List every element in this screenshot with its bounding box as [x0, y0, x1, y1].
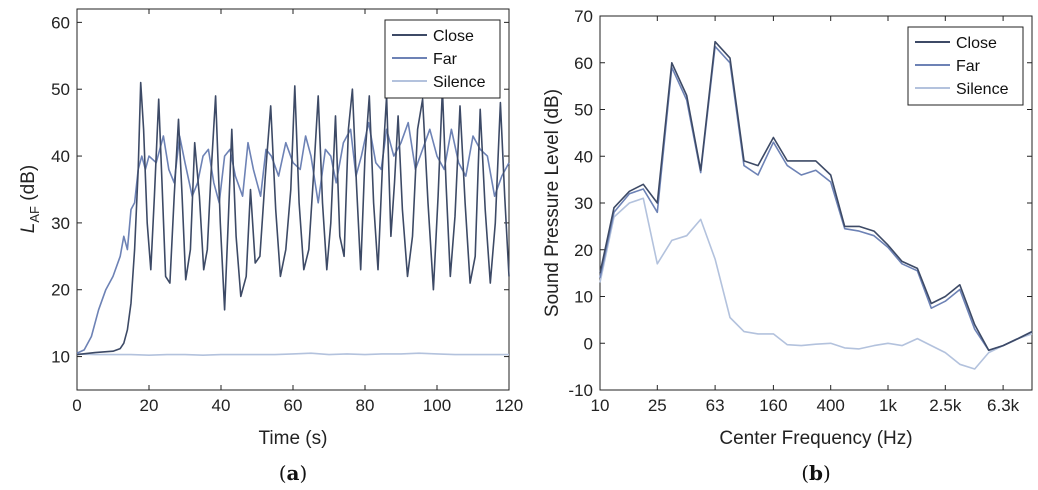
axis-ticks-a: 0 20 40 60 80 100 120 10 20 30 40 50 60: [51, 9, 523, 415]
x-tick-label: 63: [706, 396, 725, 415]
y-tick-label: 20: [51, 281, 70, 300]
x-tick-label: 6.3k: [987, 396, 1020, 415]
legend-a: Close Far Silence: [384, 19, 501, 99]
series-line-close: [76, 81, 510, 356]
x-tick-label: 25: [648, 396, 667, 415]
x-tick-label: 400: [817, 396, 845, 415]
y-tick-label: -10: [568, 381, 593, 400]
y-tick-label: 0: [584, 334, 593, 353]
y-tick-label: 10: [574, 288, 593, 307]
series-line-silence: [599, 197, 1033, 370]
x-tick-label: 80: [356, 396, 375, 415]
panel-label-b-letter: b: [809, 461, 823, 485]
y-axis-label-a-main: L: [18, 223, 39, 234]
series-line-far: [76, 121, 510, 354]
legend-label-far: Far: [956, 58, 981, 75]
legend-label-silence: Silence: [956, 81, 1009, 98]
legend-label-far: Far: [433, 51, 458, 68]
panel-label-a: (a): [279, 461, 308, 485]
x-tick-label: 1k: [879, 396, 897, 415]
x-tick-label: 20: [140, 396, 159, 415]
x-tick-label: 10: [591, 396, 610, 415]
x-tick-label: 40: [212, 396, 231, 415]
y-tick-label: 60: [574, 54, 593, 73]
x-tick-label: 60: [284, 396, 303, 415]
x-tick-label: 160: [759, 396, 787, 415]
series-line-close: [599, 40, 1033, 352]
x-tick-label: 2.5k: [929, 396, 962, 415]
series-group-a: [76, 81, 510, 356]
panel-label-a-letter: a: [287, 461, 300, 485]
x-tick-label: 120: [495, 396, 523, 415]
series-line-silence: [76, 352, 509, 356]
y-tick-label: 50: [51, 80, 70, 99]
x-axis-label-b: Center Frequency (Hz): [719, 428, 912, 449]
y-tick-label: 70: [574, 7, 593, 26]
legend-b: Close Far Silence: [907, 26, 1024, 106]
legend-label-close: Close: [956, 35, 997, 52]
y-tick-label: 20: [574, 241, 593, 260]
x-tick-label: 0: [72, 396, 81, 415]
y-tick-label: 40: [574, 147, 593, 166]
series-group-b: [599, 40, 1033, 370]
legend-label-silence: Silence: [433, 74, 486, 91]
x-tick-label: 100: [423, 396, 451, 415]
y-axis-label-a-sub: AF: [27, 206, 42, 223]
y-tick-label: 60: [51, 13, 70, 32]
panel-b: 10 25 63 160 400 1k 2.5k 6.3k -10 0 10 20 30 40 50 60 70…: [542, 7, 1033, 485]
y-axis-label-a: LAF (dB): [18, 165, 42, 233]
y-tick-label: 30: [51, 214, 70, 233]
axis-ticks-b: 10 25 63 160 400 1k 2.5k 6.3k -10 0 10 20 30 40 50 60 70: [568, 7, 1032, 415]
panel-a: 0 20 40 60 80 100 120 10 20 30 40 50 60 Close Far Sile…: [18, 8, 523, 485]
y-axis-label-a-unit: (dB): [18, 165, 39, 206]
panel-label-b: (b): [801, 461, 831, 485]
y-tick-label: 50: [574, 101, 593, 120]
legend-label-close: Close: [433, 28, 474, 45]
y-tick-label: 10: [51, 348, 70, 367]
x-axis-label-a: Time (s): [259, 428, 328, 449]
y-tick-label: 30: [574, 194, 593, 213]
y-tick-label: 40: [51, 147, 70, 166]
y-axis-label-b: Sound Pressure Level (dB): [542, 89, 563, 317]
